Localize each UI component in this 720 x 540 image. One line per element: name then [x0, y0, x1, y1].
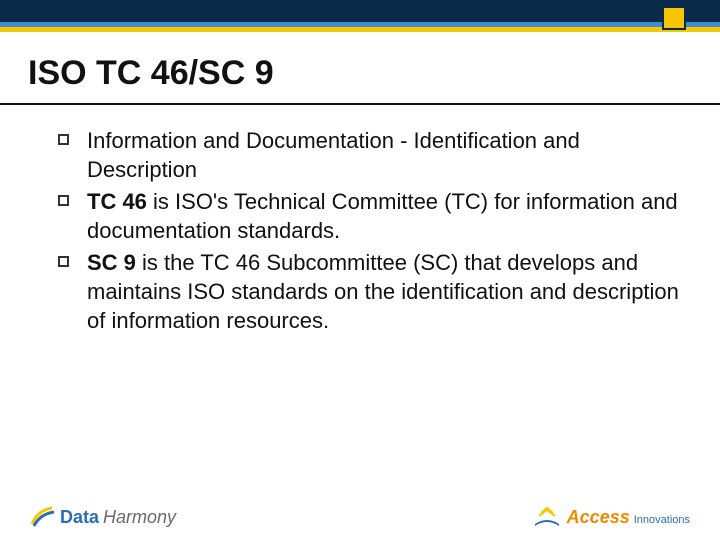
band-yellow [0, 27, 720, 32]
bullet-text: SC 9 is the TC 46 Subcommittee (SC) that… [87, 249, 680, 335]
corner-accent-square [662, 6, 686, 30]
header-bands [0, 0, 720, 32]
footer: DataHarmony Access Innovations [0, 504, 720, 530]
logo-word1: Data [60, 507, 99, 528]
logo-text: Access Innovations [567, 507, 690, 528]
bullet-text: Information and Documentation - Identifi… [87, 127, 680, 184]
logo-word2: Harmony [103, 507, 176, 528]
band-navy [0, 0, 720, 22]
logo-word2: Innovations [634, 514, 690, 526]
bullet-text: TC 46 is ISO's Technical Committee (TC) … [87, 188, 680, 245]
logo-word1: Access [567, 507, 630, 528]
bullet-marker-icon [58, 195, 69, 206]
logo-accessinnovations: Access Innovations [533, 506, 690, 528]
logo-dataharmony: DataHarmony [30, 504, 176, 530]
bullet-item: SC 9 is the TC 46 Subcommittee (SC) that… [58, 249, 680, 335]
bullet-marker-icon [58, 134, 69, 145]
slide-body: Information and Documentation - Identifi… [0, 121, 720, 335]
swoosh-icon [30, 504, 56, 530]
bullet-item: Information and Documentation - Identifi… [58, 127, 680, 184]
bullet-marker-icon [58, 256, 69, 267]
book-icon [533, 506, 561, 528]
bullet-item: TC 46 is ISO's Technical Committee (TC) … [58, 188, 680, 245]
slide-title: ISO TC 46/SC 9 [0, 32, 720, 105]
